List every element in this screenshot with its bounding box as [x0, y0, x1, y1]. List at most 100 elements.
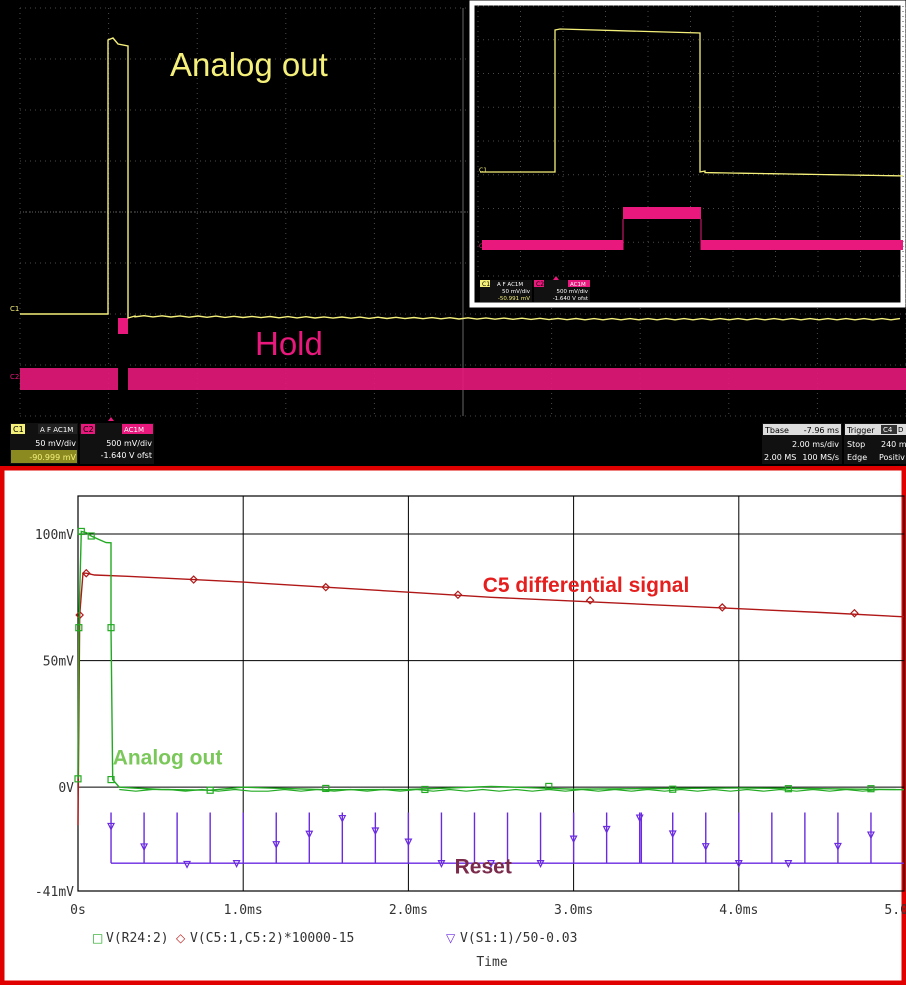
inset-ch2-offset: -1.640 V ofst: [553, 296, 589, 302]
scope-ch2-marker: C2: [10, 373, 19, 381]
c5-marker: [189, 575, 198, 584]
reset-marker: [701, 843, 710, 852]
sim-x-tick-label: 5.0ms: [884, 903, 906, 918]
sim-x-tick-label: 1.0ms: [224, 903, 263, 918]
legend-label: V(R24:2): [106, 931, 169, 946]
inset-traces: [480, 28, 904, 250]
ch2-box-scale: 500 mV/div: [106, 439, 152, 448]
reset-marker: [784, 860, 793, 868]
trigger-type: Edge: [847, 453, 867, 462]
inset-ch1-offset: -50.991 mV: [498, 296, 530, 302]
analog-out-marker: [74, 775, 82, 783]
legend-label: V(C5:1,C5:2)*10000-15: [190, 931, 354, 946]
reset-marker: [668, 830, 677, 839]
sim-x-tick-label: 3.0ms: [554, 903, 593, 918]
reset-marker: [140, 843, 149, 852]
analog-out-marker: [322, 784, 330, 793]
inset-frame: [469, 0, 906, 308]
sim-y-tick-label: -41mV: [35, 885, 74, 900]
trigger-level: 240 m: [881, 440, 906, 449]
reset-marker: [404, 838, 413, 847]
sim-chart-svg: 0s 1.0ms 2.0ms 3.0ms 4.0ms 5.0ms 100mV 50mV 0V -4…: [0, 466, 906, 985]
trigger-slope: Positiv: [879, 453, 905, 462]
analog-out-marker: [107, 775, 115, 784]
c5-marker: [585, 595, 595, 605]
inset-ch1-flags: A F AC1M: [497, 282, 523, 288]
sim-legend: □ V(R24:2) ◇ V(C5:1,C5:2)*10000-15 ▽ V(S1:1)/…: [92, 931, 577, 946]
ch1-box-scale: 50 mV/div: [35, 439, 76, 448]
scope-svg: Analog out Hold C1 C2 C1 C2 C1 A F AC1M …: [10, 0, 906, 464]
analog-out-marker: [87, 532, 95, 540]
reset-marker: [635, 814, 644, 823]
c5-differential-line: [77, 572, 905, 826]
reset-marker: [371, 827, 380, 836]
scope-traces: [20, 37, 906, 392]
analog-out-ripple: [119, 788, 896, 792]
reset-marker: [338, 814, 347, 823]
simulation-plot: 0s 1.0ms 2.0ms 3.0ms 4.0ms 5.0ms 100mV 50mV 0V -4…: [0, 466, 906, 985]
legend-label: V(S1:1)/50-0.03: [460, 931, 577, 946]
scope-ch1-trace: [20, 37, 901, 321]
inset-ch2-low-right: [701, 240, 903, 250]
sim-red-frame: [0, 466, 906, 985]
c5-marker: [717, 603, 727, 612]
sim-x-tick-label: 0s: [70, 903, 86, 918]
analog-out-marker: [107, 624, 115, 632]
inset-ch2-scale: 500 mV/div: [557, 289, 589, 295]
inset-ch1-scale: 50 mV/div: [502, 289, 531, 295]
reset-marker: [437, 860, 446, 868]
reset-marker: [602, 825, 611, 834]
inset-ch1-trace: [480, 28, 904, 177]
c5-marker: [850, 608, 859, 618]
c5-marker: [81, 568, 91, 578]
inset-ch1-name: C1: [482, 281, 490, 288]
scope-ch2-band: [20, 368, 906, 390]
scope-ch1-marker: C1: [10, 305, 19, 313]
legend-symbol: ▽: [446, 931, 456, 945]
reset-marker: [833, 842, 842, 851]
analog-out-marker: [75, 624, 83, 632]
legend-symbol: □: [92, 931, 103, 945]
sim-annotations: C5 differential signal Analog out Reset: [113, 574, 690, 878]
inset-ch1-marker: C1: [479, 167, 487, 174]
reset-marker: [305, 830, 314, 839]
annotation-analog-out: Analog out: [113, 746, 223, 769]
ch2-box-name: C2: [83, 425, 94, 434]
sim-series: [74, 527, 905, 869]
legend-symbol: ◇: [176, 931, 186, 945]
analog-out-marker: [77, 527, 85, 536]
tbase-samples: 2.00 MS: [764, 453, 796, 462]
inset-ch1-box: [480, 280, 532, 302]
inset-ch2-name: C2: [536, 281, 544, 288]
analog-out-marker: [784, 785, 792, 793]
analog-out-marker: [867, 785, 875, 793]
inset-trigger-marker: [553, 276, 559, 280]
sim-xlabel: Time: [476, 955, 507, 970]
analog-out-marker: [669, 785, 677, 793]
annotation-c5-differential: C5 differential signal: [483, 574, 690, 597]
trigger-mode: Stop: [847, 440, 865, 449]
reset-marker: [107, 822, 116, 831]
scope-trigger-marker: [108, 417, 114, 421]
inset-ch2-high: [623, 207, 701, 219]
c5-marker: [321, 582, 331, 592]
ch1-box-flags: A F AC1M: [40, 426, 73, 434]
scope-ch2-gap: [118, 334, 128, 392]
trigger-channel-tail: D: [898, 426, 903, 434]
sim-x-tick-label: 2.0ms: [389, 903, 428, 918]
reset-marker: [183, 860, 192, 869]
scope-label-hold: Hold: [255, 325, 323, 362]
reset-marker: [866, 831, 875, 840]
tbase-rate: 100 MS/s: [802, 453, 839, 462]
scope-ch2-pulse: [118, 318, 128, 334]
sim-x-tick-label: 4.0ms: [719, 903, 758, 918]
inset-ch2-low-left: [482, 240, 623, 250]
tbase-label: Tbase: [764, 426, 789, 435]
sim-y-tick-label: 0V: [58, 781, 74, 796]
reset-marker: [272, 841, 281, 850]
annotation-reset: Reset: [455, 855, 512, 878]
reset-marker: [569, 835, 578, 844]
scope-label-analog-out: Analog out: [170, 46, 328, 83]
trigger-channel: C4: [883, 426, 893, 434]
reset-marker: [734, 860, 743, 868]
